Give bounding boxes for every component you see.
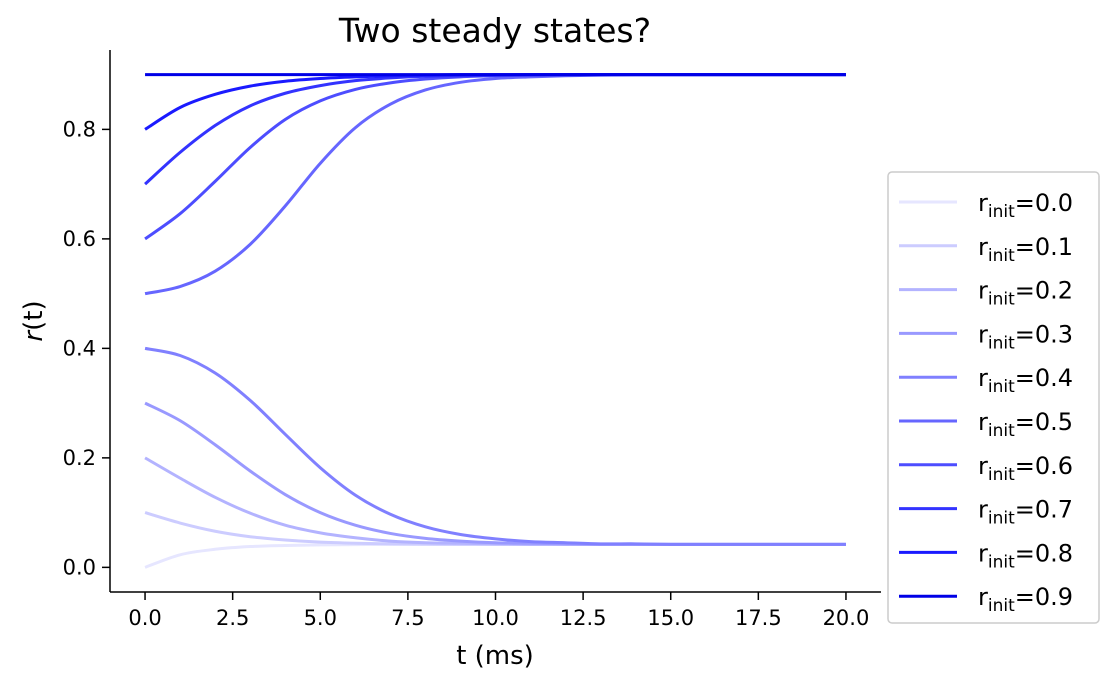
y-tick-label: 0.8 [63, 117, 96, 141]
x-ticks: 0.0 2.5 5.0 7.5 10.0 12.5 15.0 17.5 20.0 [128, 592, 869, 630]
y-axis-label: r(t) [19, 300, 49, 341]
chart-title: Two steady states? [338, 11, 651, 50]
x-tick-label: 15.0 [647, 606, 694, 630]
y-tick-label: 0.2 [63, 446, 96, 470]
y-ticks: 0.0 0.2 0.4 0.6 0.8 [63, 117, 110, 579]
legend-label-1: rinit=0.1 [978, 233, 1073, 266]
y-tick-label: 0.4 [63, 336, 96, 360]
legend-label-0: rinit=0.0 [978, 189, 1073, 222]
series-line-4 [144, 346, 846, 546]
legend-label-6: rinit=0.6 [978, 452, 1073, 485]
x-axis-label: t (ms) [456, 641, 534, 671]
legend-label-7: rinit=0.7 [978, 496, 1073, 529]
x-tick-label: 17.5 [735, 606, 782, 630]
y-tick-label: 0.0 [63, 555, 96, 579]
legend-label-2: rinit=0.2 [978, 277, 1073, 310]
legend: rinit=0.0 rinit=0.1 rinit=0.2 rinit=0.3 rini… [887, 171, 1100, 624]
x-tick-label: 0.0 [128, 606, 161, 630]
y-tick-label: 0.6 [63, 227, 96, 251]
x-tick-label: 20.0 [823, 606, 870, 630]
legend-label-5: rinit=0.5 [978, 408, 1073, 441]
x-tick-label: 5.0 [304, 606, 337, 630]
legend-label-8: rinit=0.8 [978, 539, 1073, 572]
legend-label-3: rinit=0.3 [978, 320, 1073, 353]
x-tick-label: 7.5 [391, 606, 424, 630]
x-tick-label: 2.5 [216, 606, 249, 630]
series-layer [144, 73, 846, 569]
legend-frame [887, 171, 1100, 624]
x-tick-label: 12.5 [560, 606, 607, 630]
y-axis-label-italic: r [19, 329, 49, 342]
legend-label-9: rinit=0.9 [978, 583, 1073, 616]
x-tick-label: 10.0 [472, 606, 519, 630]
legend-label-4: rinit=0.4 [978, 364, 1073, 397]
y-axis-label-rest: (t) [19, 300, 49, 330]
